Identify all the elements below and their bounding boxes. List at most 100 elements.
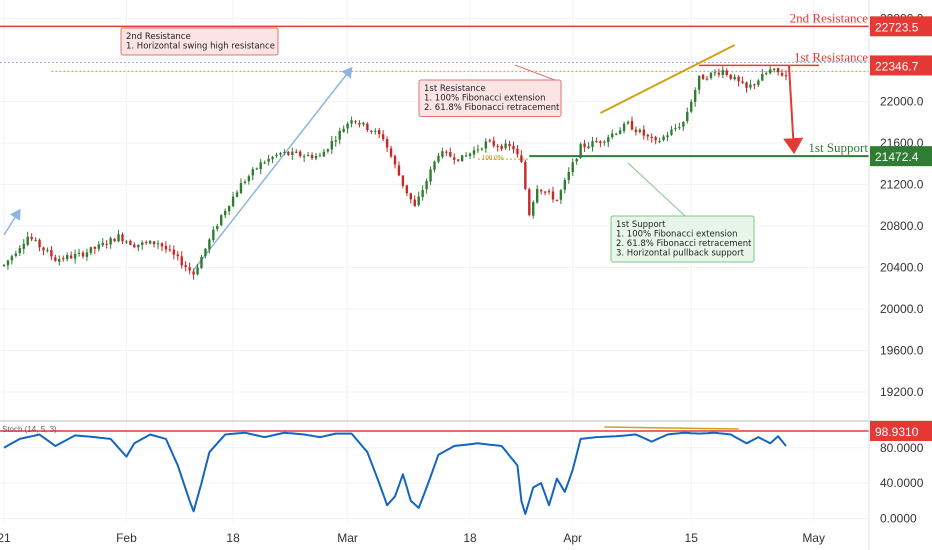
- candle-up: [690, 101, 693, 112]
- candle-up: [306, 154, 310, 156]
- candle-up: [757, 80, 760, 86]
- candle-down: [50, 250, 53, 257]
- candle-up: [638, 129, 642, 133]
- candle-down: [93, 247, 97, 249]
- candle-down: [381, 134, 385, 140]
- candle-up: [682, 121, 685, 127]
- candle-down: [164, 246, 168, 250]
- candle-down: [650, 136, 653, 138]
- candle-up: [504, 143, 507, 149]
- time-tick-label: Feb: [116, 531, 137, 545]
- candle-down: [62, 258, 65, 260]
- candle-up: [607, 137, 610, 143]
- candle-down: [160, 243, 164, 247]
- forecast-arrow-red: [783, 65, 804, 155]
- candle-down: [287, 151, 290, 155]
- candle-down: [512, 145, 515, 150]
- candle-down: [144, 242, 148, 244]
- candle-up: [267, 158, 270, 162]
- candle-down: [389, 148, 393, 157]
- price-tick-label: 19200.0: [880, 385, 924, 399]
- osc-level-text: 98.9310: [875, 425, 919, 439]
- candle-up: [46, 250, 49, 252]
- candle-up: [14, 253, 18, 256]
- price-axis: 19200.0 19600.0 20000.0 20400.0 20800.0 21200…: [880, 11, 924, 399]
- candle-down: [543, 191, 547, 193]
- candle-down: [393, 155, 397, 165]
- candle-down: [516, 148, 519, 155]
- candle-up: [6, 260, 10, 266]
- candle-down: [69, 255, 73, 259]
- candle-down: [168, 249, 172, 251]
- candle-up: [271, 156, 274, 160]
- candle-down: [401, 175, 405, 186]
- candle-up: [417, 196, 420, 206]
- osc-tick-label: 0.0000: [880, 511, 917, 525]
- candle-down: [528, 189, 531, 216]
- candle-down: [729, 74, 732, 79]
- price-tick-label: 22000.0: [880, 94, 924, 108]
- candle-down: [152, 241, 156, 245]
- candle-up: [22, 244, 25, 249]
- level-name-label: 1st Support: [808, 140, 868, 155]
- candle-down: [445, 151, 448, 153]
- candle-up: [216, 225, 219, 229]
- candle-up: [433, 161, 436, 170]
- candle-up: [658, 140, 661, 142]
- candle-down: [583, 143, 586, 148]
- candle-down: [551, 191, 555, 200]
- callout-pointer-support: [627, 162, 686, 217]
- level-value-tag: [870, 146, 932, 167]
- candle-up: [674, 128, 677, 130]
- price-tick-label: 20000.0: [880, 302, 924, 316]
- candle-down: [409, 193, 412, 200]
- candle-down: [520, 155, 523, 162]
- candle-down: [378, 130, 381, 135]
- candle-down: [539, 189, 543, 192]
- candle-up: [350, 120, 353, 124]
- annotation-box: [418, 79, 562, 117]
- candle-up: [314, 156, 318, 159]
- time-tick-label: Mar: [337, 531, 358, 545]
- candle-down: [121, 234, 124, 242]
- candle-up: [749, 84, 752, 88]
- candle-down: [508, 143, 511, 147]
- candle-down: [780, 72, 784, 76]
- oscillator-gridlines: [0, 447, 869, 519]
- level-labels: 2nd Resistance 22723.5 1st Resistance 22346…: [790, 10, 932, 167]
- candle-up: [362, 122, 365, 125]
- price-tick-label: 21200.0: [880, 177, 924, 191]
- candle-down: [30, 236, 33, 240]
- time-tick-label: Apr: [563, 531, 582, 545]
- candle-down: [129, 240, 132, 245]
- candle-down: [192, 271, 195, 275]
- candle-down: [54, 257, 57, 261]
- candle-down: [753, 84, 756, 86]
- candle-down: [42, 247, 45, 251]
- candle-up: [291, 151, 294, 155]
- level-value-text: 22723.5: [875, 20, 919, 34]
- level-name-label: 2nd Resistance: [790, 10, 869, 25]
- osc-tick-label: 40.0000: [880, 476, 924, 490]
- candle-up: [279, 152, 282, 155]
- candle-up: [709, 72, 713, 78]
- annotation-title: 1st Resistance: [424, 84, 486, 94]
- candle-down: [180, 256, 183, 266]
- trend-arrow-blue: [192, 66, 353, 271]
- candle-up: [437, 155, 440, 162]
- candle-down: [737, 76, 740, 82]
- oscillator-level-line: 98.9310: [0, 421, 932, 442]
- price-gridlines: [0, 0, 869, 522]
- oscillator-label: Stoch (14, 5, 3): [2, 425, 57, 434]
- candle-up: [338, 130, 341, 140]
- candle-up: [721, 70, 725, 76]
- time-tick-label: 15: [685, 531, 699, 545]
- candle-up: [429, 169, 432, 182]
- candle-up: [231, 196, 235, 207]
- candle-up: [251, 169, 255, 176]
- annotation-box: [610, 215, 755, 263]
- candle-down: [133, 244, 136, 248]
- trend-arrow-blue-left: [3, 208, 21, 236]
- candle-up: [156, 243, 160, 245]
